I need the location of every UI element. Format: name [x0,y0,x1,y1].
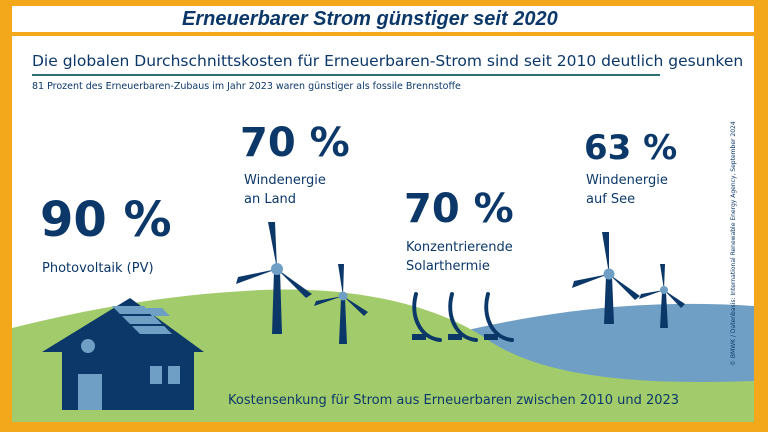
csp-label-line2: Solarthermie [406,259,490,274]
offshore-label-line2: auf See [586,192,636,207]
wind-turbine-icon [639,264,685,328]
wind-turbine-icon [236,222,312,334]
headline-divider [32,74,660,76]
offshore-percentage: 63 % [584,128,678,168]
wind-turbine-icon [314,264,368,344]
pv-percentage: 90 % [40,192,172,248]
offshore-label-line1: Windenergie [586,173,668,188]
footer-caption: Kostensenkung für Strom aus Erneuerbaren… [228,393,680,408]
subheadline: 81 Prozent des Erneuerbaren-Zubaus im Ja… [32,81,461,92]
csp-percentage: 70 % [404,186,514,232]
house-icon [42,298,204,410]
infographic-panel: Die globalen Durchschnittskosten für Ern… [12,36,754,422]
source-credit: © BMWK / Datenbasis: International Renew… [730,121,737,366]
onshore-label-line1: Windenergie [244,173,326,188]
banner-title: Erneuerbarer Strom günstiger seit 2020 [182,7,558,30]
green-hill [12,289,754,422]
solar-collector-icon [412,292,514,342]
title-banner: Erneuerbarer Strom günstiger seit 2020 [12,6,754,32]
pv-label: Photovoltaik (PV) [42,261,154,276]
onshore-percentage: 70 % [240,120,350,166]
headline: Die globalen Durchschnittskosten für Ern… [32,52,744,70]
wind-turbine-icon [572,232,640,324]
onshore-label-line2: an Land [244,192,297,207]
csp-label-line1: Konzentrierende [406,240,513,255]
landscape-illustration [12,222,754,422]
